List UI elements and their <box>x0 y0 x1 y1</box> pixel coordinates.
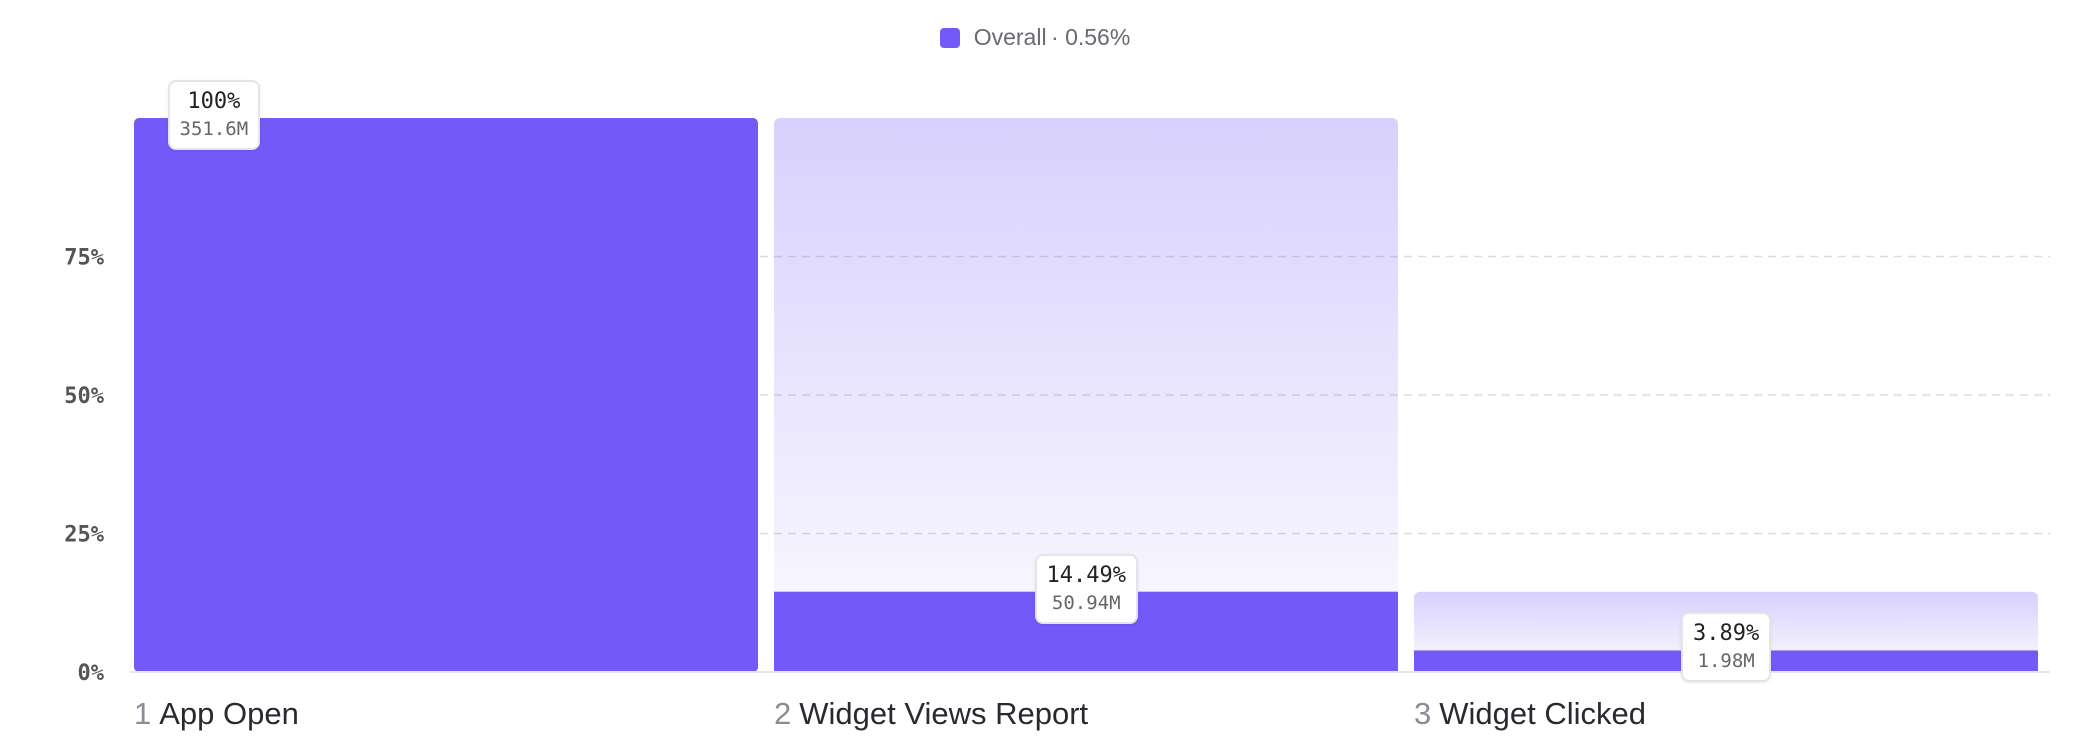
y-tick-label: 25% <box>64 523 104 548</box>
step-number: 1 <box>134 696 152 731</box>
value-label: 100% <box>187 89 241 114</box>
step-number: 3 <box>1414 696 1432 731</box>
funnel-bar <box>134 118 758 672</box>
category-label: Widget Clicked <box>1439 696 1646 731</box>
y-tick-label: 75% <box>64 246 104 271</box>
y-tick-label: 0% <box>78 661 105 686</box>
category-label: App Open <box>159 696 299 731</box>
value-label: 14.49% <box>1046 562 1126 588</box>
value-badge: 100% 351.6M <box>167 80 261 150</box>
count-label: 351.6M <box>179 118 249 140</box>
ghost-bar <box>774 118 1398 672</box>
step-label: 2 Widget Views Report <box>774 696 1088 732</box>
y-tick-label: 50% <box>64 384 104 409</box>
step-number: 2 <box>774 696 792 731</box>
step-label: 3 Widget Clicked <box>1414 696 1646 732</box>
value-badge: 14.49% 50.94M <box>1034 553 1138 624</box>
legend-value: · 0.56% <box>1051 24 1131 50</box>
count-label: 1.98M <box>1697 650 1755 673</box>
step-label: 1 App Open <box>134 696 299 732</box>
count-label: 50.94M <box>1051 591 1121 614</box>
legend: Overall · 0.56% <box>0 24 2070 51</box>
legend-label: Overall <box>973 24 1047 50</box>
category-label: Widget Views Report <box>799 696 1089 731</box>
value-label: 3.89% <box>1693 621 1760 647</box>
value-badge: 3.89% 1.98M <box>1681 612 1772 683</box>
legend-swatch <box>939 27 960 48</box>
